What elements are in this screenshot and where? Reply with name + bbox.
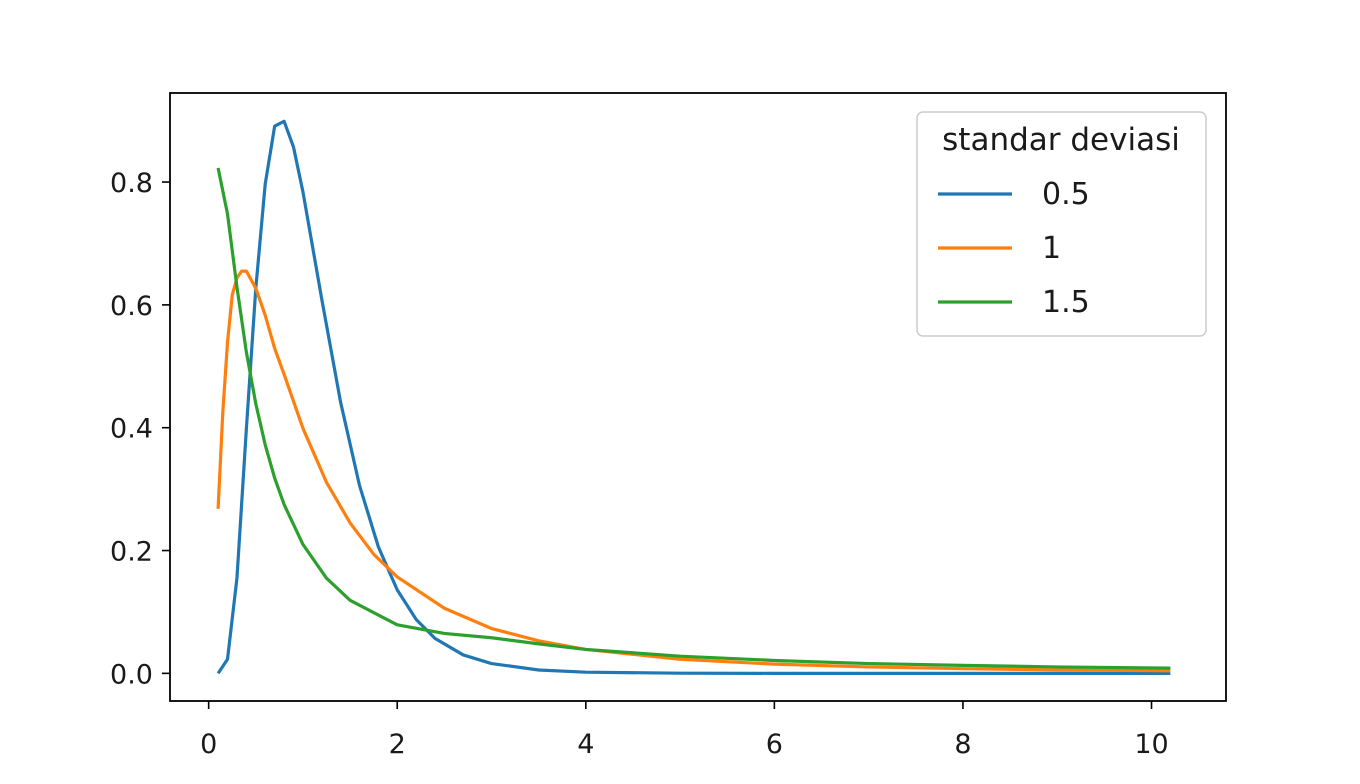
y-tick-label: 0.8 [110, 168, 153, 199]
y-tick-label: 0.2 [110, 537, 153, 568]
y-axis: 0.0 0.2 0.4 0.6 0.8 [110, 168, 170, 690]
legend-label-1: 0.5 [1042, 177, 1090, 212]
legend-title: standar deviasi [942, 122, 1180, 158]
legend-box [916, 111, 1207, 337]
y-tick-label: 0.0 [110, 659, 153, 690]
legend-label-3: 1.5 [1042, 285, 1090, 320]
x-tick-label: 10 [1134, 729, 1168, 760]
plot-frame [169, 92, 1227, 702]
x-tick-label: 8 [954, 729, 971, 760]
x-tick-label: 6 [766, 729, 783, 760]
series-line-3 [216, 167, 1171, 670]
x-axis: 0 2 4 6 8 10 [200, 701, 1169, 760]
x-tick-label: 2 [389, 729, 406, 760]
y-tick-label: 0.6 [110, 291, 153, 322]
plot-area [169, 92, 1227, 702]
series-line-2 [216, 269, 1171, 673]
series-lines [216, 119, 1171, 675]
y-tick-label: 0.4 [110, 414, 153, 445]
x-tick-label: 4 [577, 729, 594, 760]
legend: standar deviasi 0.5 1 1.5 [916, 111, 1207, 337]
x-tick-label: 0 [200, 729, 217, 760]
legend-entries: 0.5 1 1.5 [938, 177, 1090, 320]
legend-label-2: 1 [1042, 231, 1061, 266]
